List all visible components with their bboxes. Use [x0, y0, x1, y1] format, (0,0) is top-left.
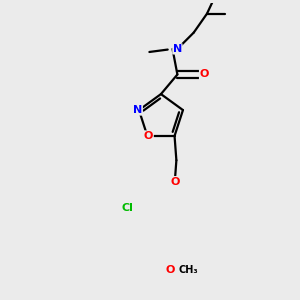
Text: N: N	[173, 44, 182, 54]
Text: O: O	[200, 70, 209, 80]
Text: CH₃: CH₃	[179, 265, 198, 275]
Text: O: O	[144, 131, 153, 141]
Text: N: N	[133, 105, 142, 115]
Text: O: O	[170, 177, 180, 187]
Text: O: O	[166, 265, 175, 275]
Text: Cl: Cl	[122, 203, 134, 213]
